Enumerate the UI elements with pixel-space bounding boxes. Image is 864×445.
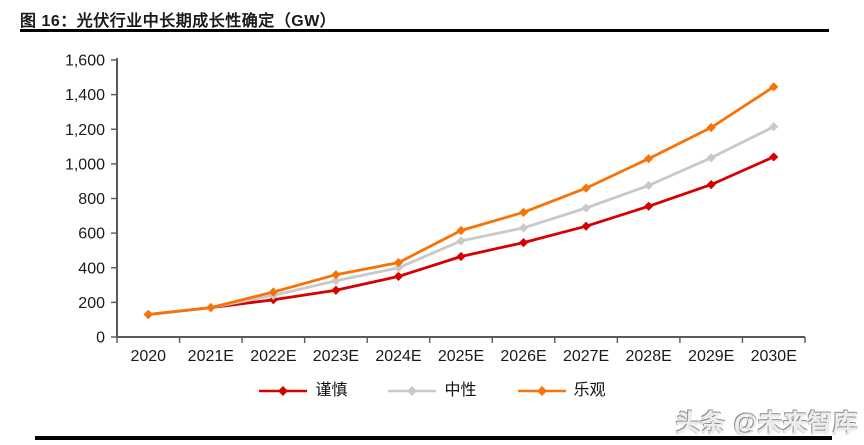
y-axis-tick-label: 600	[78, 226, 105, 243]
series-marker-optimistic	[456, 225, 466, 236]
y-axis-tick-label: 1,600	[65, 53, 105, 70]
series-line-cautious	[146, 155, 776, 316]
line-chart: 0 200 400 600 800 1,000 1,200 1,400 1,600 2020 202…	[65, 53, 806, 365]
series-marker-optimistic	[706, 122, 716, 133]
title-underline	[20, 29, 829, 32]
chart-area: 0 200 400 600 800 1,000 1,200 1,400 1,600 2020 202…	[0, 40, 864, 370]
x-axis-tick-label: 2020	[130, 348, 166, 365]
series-marker-neutral	[644, 180, 654, 191]
series-marker-optimistic	[206, 302, 216, 313]
series-marker-cautious	[393, 271, 404, 282]
series-line-neutral	[146, 125, 776, 316]
x-axis-tick-label: 2022E	[250, 348, 296, 365]
legend-swatch-neutral-icon	[388, 386, 437, 396]
series-marker-cautious	[706, 180, 716, 190]
series-marker-cautious	[644, 201, 654, 211]
series-marker-neutral	[769, 122, 779, 132]
series-marker-optimistic	[143, 309, 153, 320]
series-marker-optimistic	[331, 270, 341, 280]
series-marker-optimistic	[769, 82, 779, 92]
series-marker-neutral	[581, 203, 591, 213]
x-axis-tick-label: 2030E	[751, 348, 797, 365]
x-axis-tick-label: 2024E	[375, 348, 421, 365]
x-axis-tick-label: 2026E	[500, 348, 546, 365]
figure-title: 图 16：光伏行业中长期成长性确定（GW）	[20, 13, 337, 30]
chart-legend: 谨慎 中性 乐观	[0, 383, 864, 399]
x-axis-tick-label: 2029E	[688, 348, 734, 365]
series-marker-optimistic	[644, 154, 654, 164]
series-marker-neutral	[331, 276, 341, 286]
legend-item-cautious: 谨慎	[258, 383, 347, 399]
y-axis-tick-label: 800	[78, 191, 105, 208]
series-marker-neutral	[518, 223, 529, 233]
series-marker-optimistic	[268, 287, 278, 297]
series-marker-neutral	[706, 153, 716, 163]
x-axis-tick-label: 2023E	[313, 348, 359, 365]
y-axis-tick-label: 200	[78, 295, 105, 312]
x-axis-tick-label: 2027E	[563, 348, 609, 365]
legend-item-optimistic: 乐观	[517, 383, 606, 399]
watermark: 头条 @未来智库	[675, 410, 858, 437]
y-axis-tick-label: 0	[96, 330, 105, 347]
x-axis-tick-label: 2021E	[188, 348, 234, 365]
series-marker-optimistic	[581, 183, 591, 193]
legend-label-cautious: 谨慎	[315, 382, 348, 399]
legend-item-neutral: 中性	[387, 382, 477, 399]
series-marker-cautious	[331, 285, 341, 295]
series-marker-cautious	[769, 152, 779, 162]
legend-label-neutral: 中性	[444, 382, 477, 399]
y-axis-tick-label: 1,000	[65, 156, 105, 173]
series-marker-cautious	[518, 238, 529, 248]
legend-swatch-cautious-icon	[259, 386, 308, 396]
legend-label-optimistic: 乐观	[573, 382, 606, 399]
series-marker-neutral	[393, 263, 404, 273]
series-marker-optimistic	[518, 207, 529, 217]
legend-swatch-optimistic-icon	[517, 386, 566, 396]
x-axis-tick-label: 2028E	[626, 348, 672, 365]
series-line-optimistic	[146, 85, 776, 316]
bottom-rule	[35, 436, 832, 440]
y-axis-tick-label: 1,200	[65, 122, 105, 139]
x-axis-tick-label: 2025E	[438, 348, 484, 365]
y-axis-tick-label: 1,400	[65, 87, 105, 104]
y-axis-tick-label: 400	[78, 260, 105, 277]
series-marker-cautious	[581, 221, 591, 231]
series-marker-neutral	[456, 236, 466, 246]
series-marker-cautious	[456, 251, 466, 262]
